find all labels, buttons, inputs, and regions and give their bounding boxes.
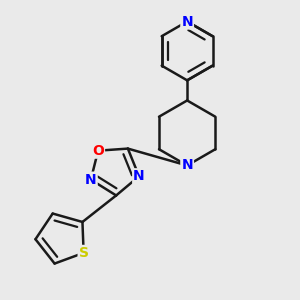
Text: O: O	[92, 144, 104, 158]
Text: N: N	[133, 169, 145, 183]
Text: S: S	[79, 246, 88, 260]
Text: N: N	[181, 158, 193, 172]
Text: N: N	[85, 172, 97, 187]
Text: N: N	[181, 14, 193, 28]
